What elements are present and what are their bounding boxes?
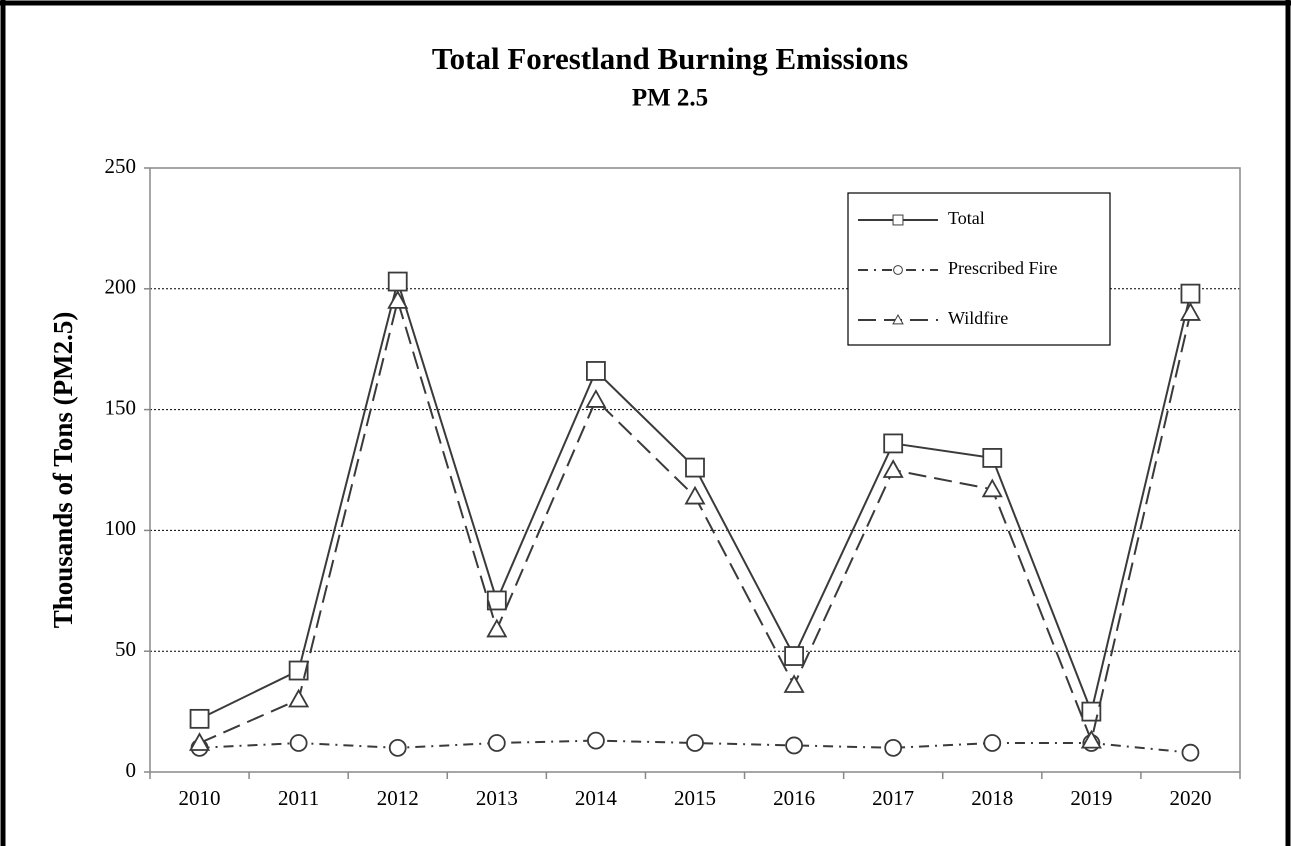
marker-circle: [785, 736, 803, 755]
x-tick-label: 2013: [476, 786, 518, 810]
marker-triangle: [189, 732, 211, 751]
x-tick-label: 2018: [971, 786, 1013, 810]
marker-square: [387, 271, 408, 292]
x-tick-label: 2015: [674, 786, 716, 810]
marker-triangle: [585, 389, 607, 408]
marker-circle: [388, 738, 407, 757]
marker-square: [189, 708, 210, 729]
marker-square: [586, 361, 606, 381]
marker-circle: [289, 734, 308, 752]
marker-square: [982, 448, 1003, 468]
y-tick-label: 0: [126, 758, 137, 782]
y-axis-label: Thousands of Tons (PM2.5): [48, 312, 78, 629]
marker-square: [784, 646, 804, 666]
marker-triangle: [1179, 302, 1201, 321]
marker-square: [685, 457, 705, 478]
x-tick-label: 2010: [179, 786, 221, 810]
x-tick-label: 2020: [1169, 786, 1211, 810]
chart-subtitle: PM 2.5: [632, 85, 708, 112]
marker-circle: [893, 265, 903, 275]
marker-square: [1081, 701, 1102, 722]
plot-area: [149, 167, 1241, 773]
marker-triangle: [486, 618, 508, 638]
marker-triangle: [684, 485, 706, 505]
x-tick-label: 2017: [872, 786, 914, 810]
y-tick-label: 150: [105, 395, 137, 419]
marker-square: [288, 660, 309, 681]
legend-label: Total: [948, 208, 985, 228]
marker-circle: [487, 734, 506, 752]
marker-circle: [686, 734, 704, 752]
marker-square: [486, 590, 507, 611]
marker-triangle: [892, 314, 904, 325]
x-tick-label: 2019: [1070, 786, 1112, 810]
x-tick-label: 2012: [377, 786, 419, 810]
legend-label: Prescribed Fire: [948, 258, 1057, 278]
marker-triangle: [882, 459, 904, 478]
marker-circle: [884, 738, 903, 757]
series-line: [199, 297, 1192, 744]
y-tick-label: 100: [105, 516, 137, 540]
marker-square: [892, 214, 904, 226]
y-tick-label: 200: [105, 275, 137, 299]
chart-title: Total Forestland Burning Emissions: [432, 41, 908, 76]
y-tick-label: 50: [115, 637, 136, 661]
marker-circle: [587, 731, 605, 750]
marker-triangle: [288, 688, 310, 708]
marker-triangle: [783, 674, 805, 693]
marker-circle: [983, 734, 1002, 752]
marker-triangle: [387, 290, 409, 309]
marker-triangle: [981, 478, 1003, 498]
marker-square: [883, 433, 904, 454]
x-tick-label: 2014: [575, 786, 618, 810]
legend-label: Wildfire: [948, 308, 1008, 328]
x-tick-label: 2011: [278, 786, 319, 810]
marker-circle: [1181, 743, 1200, 762]
y-tick-label: 250: [105, 154, 137, 178]
marker-square: [1180, 283, 1201, 304]
x-tick-label: 2016: [773, 786, 815, 810]
marker-triangle: [1080, 729, 1102, 749]
